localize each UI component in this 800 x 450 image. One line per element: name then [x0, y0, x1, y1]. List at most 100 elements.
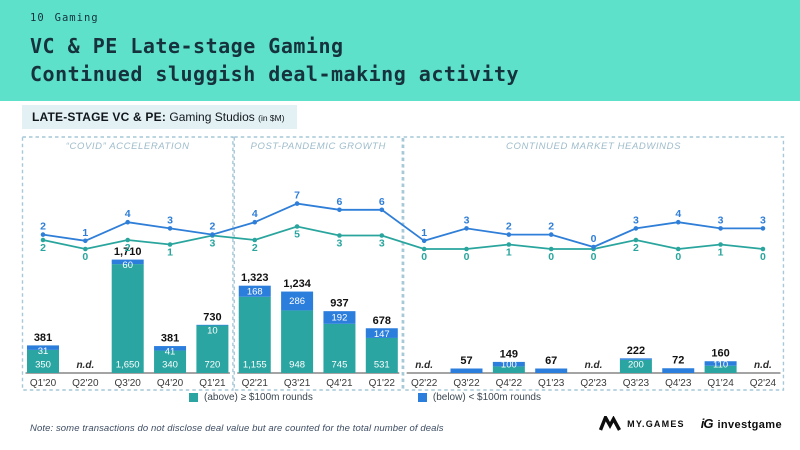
footer-logos: MY.GAMES iG investgame	[599, 416, 782, 431]
x-tick-label: Q2'24	[750, 378, 777, 389]
bar-above-value: 531	[374, 360, 390, 371]
legend-swatch-above-icon	[188, 393, 198, 402]
bar-total-label: 730	[203, 311, 221, 323]
line-below-100m-point	[760, 226, 766, 231]
line-below-100m-value: 6	[337, 196, 343, 208]
bar-total-label: 149	[500, 348, 518, 360]
bar-total-label: 222	[627, 345, 645, 357]
line-below-100m-point	[83, 238, 88, 244]
section-box	[233, 136, 404, 391]
line-below-100m-value: 1	[421, 227, 427, 239]
legend-label-above: (above) ≥ $100m rounds	[203, 392, 313, 403]
x-tick-label: Q3'20	[115, 378, 142, 389]
x-tick-label: Q2'23	[580, 378, 607, 389]
line-below-100m-value: 3	[167, 214, 173, 226]
bar-segment-below-100m	[535, 368, 568, 373]
chart-legend: (above) ≥ $100m rounds (below) < $100m r…	[0, 392, 730, 403]
line-below-100m-point	[294, 201, 300, 206]
line-below-100m-point	[40, 232, 46, 237]
line-above-100m-value: 0	[548, 251, 554, 263]
line-above-100m-value: 1	[718, 247, 724, 259]
bar-above-value: 340	[162, 360, 178, 371]
line-above-100m-value: 2	[125, 242, 131, 254]
line-below-100m-point	[337, 207, 342, 213]
line-above-100m-point	[760, 246, 766, 252]
vc-pe-deals-chart: “COVID” ACCELERATION POST-PANDEMIC GROWTH…	[21, 136, 785, 391]
section-label: POST-PANDEMIC GROWTH	[251, 141, 387, 152]
line-above-100m-point	[633, 237, 639, 243]
bar-segment-below-100m	[323, 311, 356, 324]
bar-below-value: 147	[374, 329, 390, 340]
x-tick-label: Q1'22	[369, 378, 396, 389]
x-tick-label: Q2'21	[242, 378, 269, 389]
bar-segment-below-100m	[450, 368, 483, 373]
section-label: CONTINUED MARKET HEADWINDS	[506, 141, 681, 152]
bar-above-value: 1,155	[243, 360, 267, 371]
line-above-100m-point	[464, 246, 469, 252]
bar-above-value: 745	[332, 360, 348, 371]
line-below-100m-value: 1	[82, 227, 88, 239]
bar-total-label: 937	[330, 298, 348, 310]
line-below-100m-value: 2	[506, 221, 512, 233]
bar-above-value: 948	[289, 360, 305, 371]
slide-title-line1: VC & PE Late-stage Gaming	[30, 34, 344, 58]
bar-below-value: 10	[207, 325, 218, 336]
line-below-100m-point	[125, 219, 130, 225]
bar-below-value: 168	[247, 286, 263, 297]
line-below-100m-point	[718, 226, 723, 231]
line-below-100m-point	[210, 232, 215, 237]
bar-total-label: 67	[545, 355, 557, 367]
bar-segment-below-100m	[662, 368, 695, 373]
line-above-100m-value: 5	[294, 229, 300, 241]
chart-title: LATE-STAGE VC & PE: Gaming Studios (in $…	[22, 105, 297, 129]
bar-total-label: 381	[161, 333, 179, 345]
line-below-100m-value: 4	[125, 208, 131, 220]
line-above-100m-value: 3	[337, 238, 343, 250]
line-below-100m-point	[379, 207, 385, 213]
x-tick-label: Q1'24	[707, 378, 734, 389]
page-tag: 10 Gaming	[30, 12, 800, 24]
bar-above-value: 100	[501, 360, 517, 371]
line-below-100m-value: 2	[209, 221, 215, 233]
chart-title-bold: LATE-STAGE VC & PE:	[32, 110, 167, 124]
chart-title-regular: Gaming Studios	[169, 110, 255, 124]
bar-above-value: 1,650	[116, 360, 140, 371]
bar-total-label: 381	[34, 332, 52, 344]
bar-segment-above-100m	[281, 310, 314, 373]
line-above-100m-value: 1	[167, 247, 173, 259]
bar-segment-above-100m	[196, 325, 229, 373]
line-below-100m-value: 3	[464, 214, 470, 226]
line-above-100m-point	[675, 246, 681, 252]
chart-title-unit: (in $M)	[258, 113, 285, 123]
bar-total-label: 1,234	[283, 278, 311, 290]
line-above-100m-point	[506, 242, 512, 247]
bar-above-value: 110	[713, 360, 728, 371]
line-above-100m-point	[167, 242, 173, 247]
section-box	[21, 136, 234, 391]
line-below-100m-value: 4	[675, 208, 681, 220]
bar-segment-below-100m	[365, 328, 398, 338]
investgame-logo: iG investgame	[701, 416, 782, 431]
bar-segment-below-100m	[196, 324, 229, 326]
line-above-100m-value: 3	[379, 238, 385, 250]
line-below-100m-value: 2	[548, 221, 554, 233]
line-above-100m-value: 0	[464, 251, 470, 263]
footnote: Note: some transactions do not disclose …	[30, 423, 444, 434]
x-tick-label: Q1'21	[199, 378, 226, 389]
bar-segment-above-100m	[238, 296, 271, 373]
line-below-100m	[42, 202, 763, 248]
line-below-100m-point	[675, 219, 681, 225]
x-tick-label: Q4'21	[326, 378, 353, 389]
mygames-logo-icon	[599, 416, 622, 431]
line-above-100m-point	[421, 246, 427, 252]
line-below-100m-value: 3	[633, 214, 639, 226]
bar-above-value: 350	[35, 360, 51, 371]
line-below-100m-point	[167, 226, 173, 231]
section-label: “COVID” ACCELERATION	[66, 141, 190, 152]
line-below-100m-value: 0	[591, 233, 597, 245]
line-below-100m-point	[421, 238, 427, 244]
line-above-100m-point	[591, 246, 596, 252]
mygames-logo: MY.GAMES	[599, 416, 685, 431]
bar-segment-above-100m	[27, 349, 59, 373]
investgame-logo-icon: iG	[700, 416, 714, 431]
